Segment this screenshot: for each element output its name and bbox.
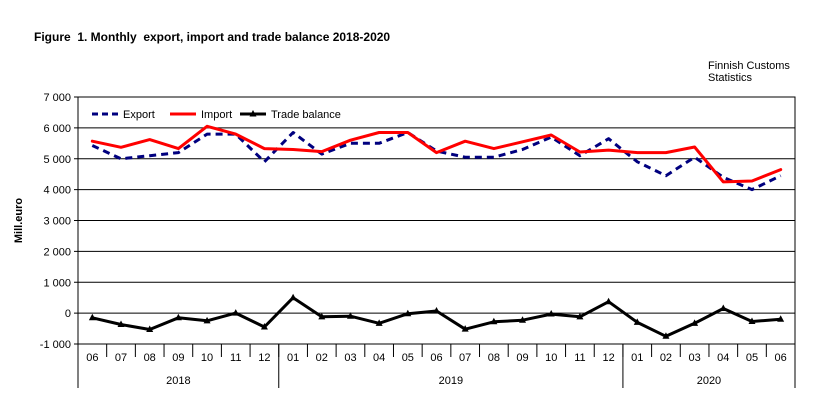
data-point [375,319,383,326]
data-point [318,312,326,320]
x-axis: 06 07 08 09 10 11 12 01 02 03 04 05 06 07 08 09 10 11 12 01… [77,344,796,388]
data-point [88,313,96,321]
x-tick-label: 10 [201,352,213,364]
data-point [719,304,727,311]
x-tick-label: 05 [402,352,414,364]
source-note: Finnish Customs Statistics [708,60,790,84]
data-point [633,318,641,325]
data-point [404,309,412,317]
data-point [490,317,498,325]
y-tick-label: 2 000 [43,246,71,258]
x-tick-label: 01 [631,352,643,364]
data-point [461,325,469,332]
x-tick-label: 03 [688,352,700,364]
data-point [260,323,268,330]
year-label: 2020 [697,375,721,387]
x-tick-label: 08 [144,352,156,364]
x-tick-label: 04 [717,352,729,364]
x-tick-label: 11 [574,352,585,364]
y-tick-label: 5 000 [43,154,71,166]
data-point [519,316,527,323]
x-tick-label: 04 [373,352,385,364]
x-tick-label: 03 [344,352,356,364]
x-tick-label: 11 [230,352,241,364]
x-tick-label: 09 [172,352,184,364]
y-tick-label: 1 000 [43,277,71,289]
y-tick-label: 7 000 [43,92,71,104]
data-point [777,315,785,322]
grid-lines [78,127,795,314]
data-point [232,309,240,316]
y-tick-label: 3 000 [43,216,71,228]
x-tick-label: 12 [258,352,270,364]
year-label: 2018 [166,375,190,387]
data-point [289,293,297,301]
x-tick-label: 01 [287,352,299,364]
x-tick-label: 02 [660,352,672,364]
data-point [117,320,125,328]
data-point [576,312,584,320]
plot-frame [77,96,796,345]
x-tick-label: 08 [488,352,500,364]
legend: Export Import Trade balance [92,109,341,121]
chart-title: Figure 1. Monthly export, import and tra… [34,30,391,44]
legend-label: Import [201,109,232,121]
y-tick-label: 6 000 [43,123,71,135]
x-tick-label: 06 [86,352,98,364]
x-tick-label: 06 [430,352,442,364]
y-tick-label: 0 [65,308,71,320]
series-line-import [90,124,783,184]
legend-label: Export [123,109,155,121]
y-tick-label: -1 000 [40,339,71,351]
y-tick-label: 4 000 [43,185,71,197]
series-line-trade-balance [90,296,783,338]
y-axis-ticks: -1 000 0 1 000 2 000 3 000 4 000 5 000 6 000 7 0… [40,92,78,351]
data-point [346,312,354,319]
legend-label: Trade balance [271,109,341,121]
data-point [605,297,613,305]
data-point [433,306,440,314]
x-tick-label: 05 [746,352,758,364]
data-point [174,313,182,321]
data-point [748,317,756,324]
x-tick-label: 07 [459,352,471,364]
x-tick-label: 07 [115,352,127,364]
x-tick-label: 10 [545,352,557,364]
x-tick-label: 06 [775,352,787,364]
y-axis-label: Mill.euro [13,198,25,244]
data-point [691,319,699,326]
year-label: 2019 [439,375,463,387]
source-line-2: Statistics [708,72,753,84]
series-lines [88,124,785,339]
data-point [203,316,211,324]
data-point [146,325,154,332]
source-line-1: Finnish Customs [708,60,790,72]
x-tick-label: 02 [316,352,328,364]
data-point [547,310,555,317]
x-tick-label: 09 [516,352,528,364]
x-tick-label: 12 [602,352,614,364]
data-point [662,332,670,339]
legend-marker [249,110,257,117]
series-line-export [91,131,782,192]
